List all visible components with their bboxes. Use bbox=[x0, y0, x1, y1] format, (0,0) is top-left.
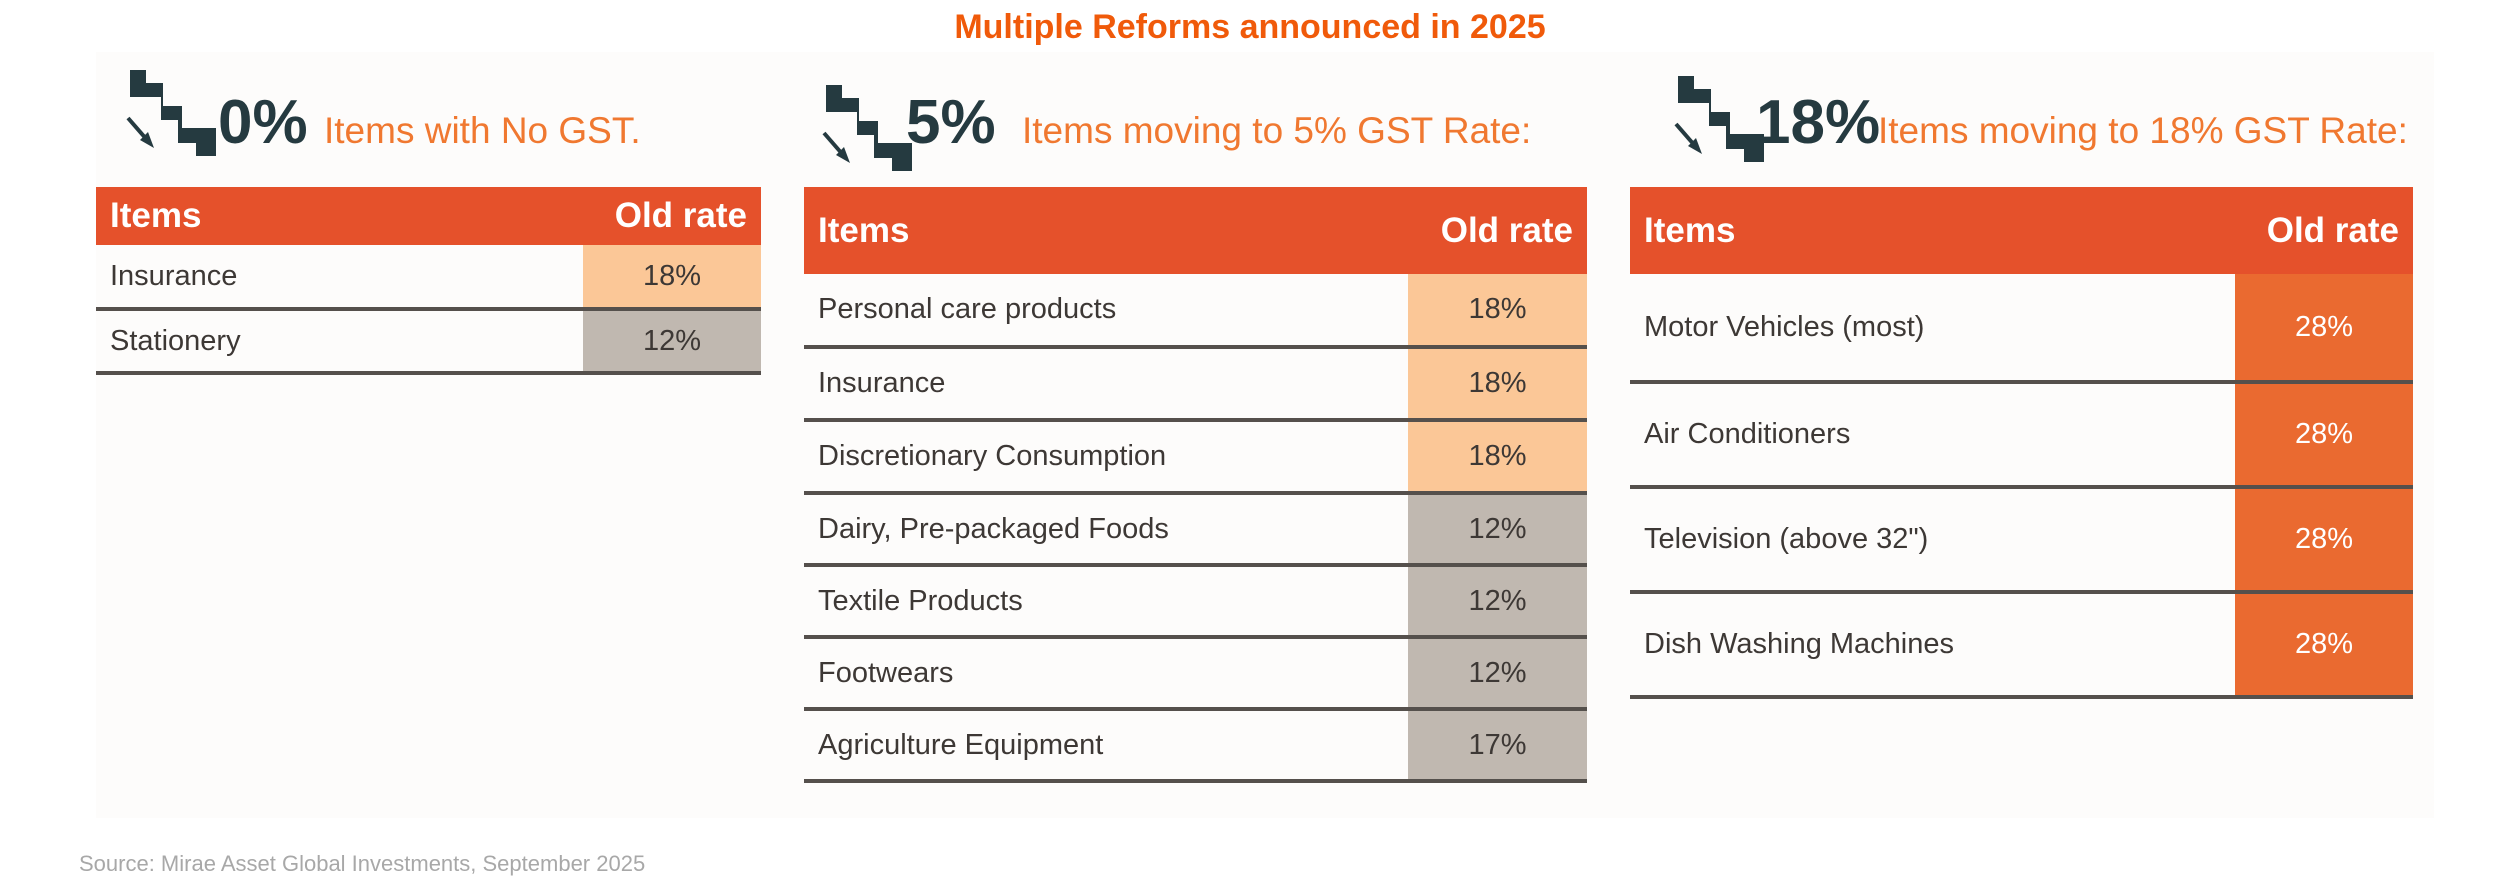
table-row: Air Conditioners 28% bbox=[1630, 382, 2413, 489]
table-row: Television (above 32") 28% bbox=[1630, 487, 2413, 594]
block-description-2: Items moving to 18% GST Rate: bbox=[1878, 110, 2408, 151]
old-rate-cell: 12% bbox=[1408, 493, 1587, 567]
column-header-old-rate: Old rate bbox=[2235, 187, 2413, 274]
gst-table-1: Items Old rate Personal care products 18… bbox=[804, 187, 1587, 783]
old-rate-cell: 18% bbox=[1408, 274, 1587, 349]
table-row: Dish Washing Machines 28% bbox=[1630, 592, 2413, 699]
item-cell: Stationery bbox=[96, 309, 583, 375]
rate-heading-2: 18% bbox=[1756, 88, 1881, 157]
item-cell: Insurance bbox=[804, 347, 1408, 422]
item-cell: Dish Washing Machines bbox=[1630, 592, 2235, 699]
rate-heading-0: 0% bbox=[218, 88, 308, 157]
stairs-down-icon bbox=[1674, 76, 1764, 162]
stairs-down-icon bbox=[822, 85, 912, 171]
column-header-items: Items bbox=[96, 187, 583, 245]
rate-heading-1: 5% bbox=[906, 88, 996, 157]
table-row: Personal care products 18% bbox=[804, 274, 1587, 349]
item-cell: Textile Products bbox=[804, 565, 1408, 639]
table-row: Dairy, Pre-packaged Foods 12% bbox=[804, 493, 1587, 567]
old-rate-cell: 28% bbox=[2235, 487, 2413, 594]
old-rate-cell: 18% bbox=[1408, 347, 1587, 422]
column-header-items: Items bbox=[804, 187, 1408, 274]
block-description-1: Items moving to 5% GST Rate: bbox=[1022, 110, 1532, 151]
source-note: Source: Mirae Asset Global Investments, … bbox=[79, 851, 646, 876]
old-rate-cell: 28% bbox=[2235, 382, 2413, 489]
old-rate-cell: 12% bbox=[583, 309, 761, 375]
column-header-items: Items bbox=[1630, 187, 2235, 274]
table-row: Discretionary Consumption 18% bbox=[804, 420, 1587, 495]
item-cell: Television (above 32") bbox=[1630, 487, 2235, 594]
item-cell: Agriculture Equipment bbox=[804, 709, 1408, 783]
table-row: Motor Vehicles (most) 28% bbox=[1630, 274, 2413, 384]
old-rate-cell: 18% bbox=[583, 245, 761, 311]
item-cell: Footwears bbox=[804, 637, 1408, 711]
table-row: Stationery 12% bbox=[96, 309, 761, 375]
item-cell: Personal care products bbox=[804, 274, 1408, 349]
item-cell: Dairy, Pre-packaged Foods bbox=[804, 493, 1408, 567]
column-header-old-rate: Old rate bbox=[583, 187, 761, 245]
old-rate-cell: 28% bbox=[2235, 592, 2413, 699]
item-cell: Discretionary Consumption bbox=[804, 420, 1408, 495]
gst-table-0: Items Old rate Insurance 18% Stationery … bbox=[96, 187, 761, 375]
item-cell: Motor Vehicles (most) bbox=[1630, 274, 2235, 384]
item-cell: Insurance bbox=[96, 245, 583, 311]
table-row: Textile Products 12% bbox=[804, 565, 1587, 639]
item-cell: Air Conditioners bbox=[1630, 382, 2235, 489]
block-description-0: Items with No GST. bbox=[324, 110, 641, 151]
old-rate-cell: 17% bbox=[1408, 709, 1587, 783]
table-row: Footwears 12% bbox=[804, 637, 1587, 711]
stairs-down-icon bbox=[126, 70, 216, 156]
page-title: Multiple Reforms announced in 2025 bbox=[954, 8, 1546, 46]
table-row: Insurance 18% bbox=[96, 245, 761, 311]
old-rate-cell: 12% bbox=[1408, 637, 1587, 711]
old-rate-cell: 28% bbox=[2235, 274, 2413, 384]
old-rate-cell: 18% bbox=[1408, 420, 1587, 495]
old-rate-cell: 12% bbox=[1408, 565, 1587, 639]
table-row: Agriculture Equipment 17% bbox=[804, 709, 1587, 783]
table-row: Insurance 18% bbox=[804, 347, 1587, 422]
gst-table-2: Items Old rate Motor Vehicles (most) 28%… bbox=[1630, 187, 2413, 699]
column-header-old-rate: Old rate bbox=[1408, 187, 1587, 274]
